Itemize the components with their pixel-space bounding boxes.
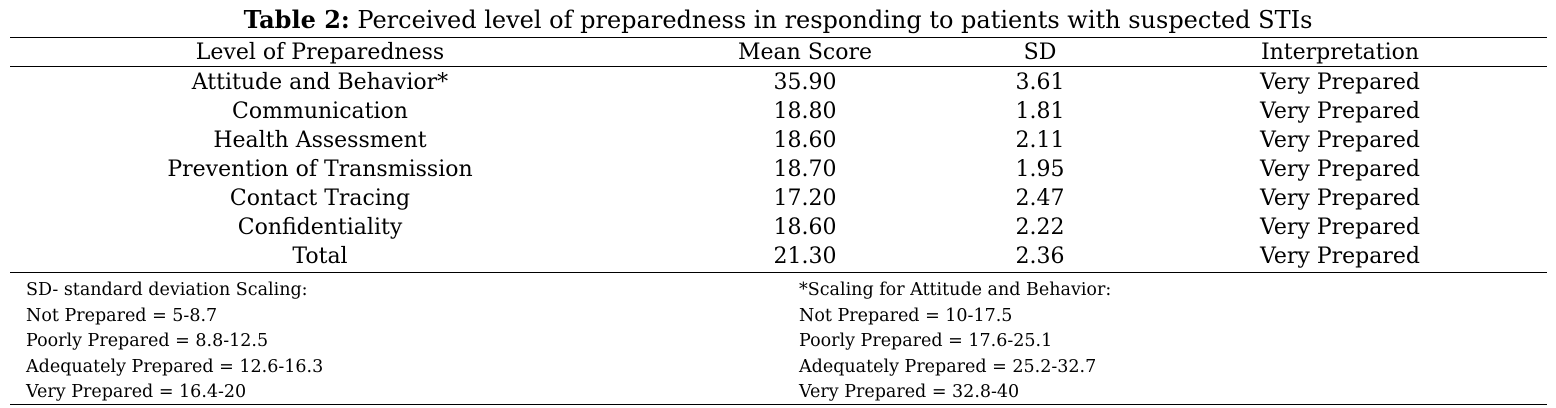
row-label: Total [292,244,348,269]
footnote-line: *Scaling for Attitude and Behavior: [799,280,1112,300]
row-mean-score: 21.30 [773,244,837,269]
row-sd: 2.36 [1015,244,1065,269]
row-sd: 2.22 [1015,215,1065,240]
header-sd: SD [1023,40,1057,65]
header-level-of-preparedness: Level of Preparedness [195,40,445,65]
header-interpretation: Interpretation [1260,40,1420,65]
footnote-line: Not Prepared = 10-17.5 [799,305,1013,326]
top-rule [10,37,1547,38]
header-row: Level of Preparedness Mean Score SD Inte… [10,38,1547,67]
footnote-line: Poorly Prepared = 17.6-25.1 [799,331,1053,351]
row-mean-score: 18.60 [773,128,837,153]
table-caption: Table 2: Perceived level of preparedness… [0,4,1556,36]
row-interpretation: Very Prepared [1260,70,1420,95]
row-label: Contact Tracing [229,186,411,211]
row-sd: 2.47 [1015,186,1065,211]
row-label: Attitude and Behavior* [191,70,449,95]
table-caption-label: Table 2: [243,5,350,34]
final-rule [10,404,1547,405]
row-mean-score: 18.70 [773,157,837,182]
footnote-line: SD- standard deviation Scaling: [26,280,308,300]
row-mean-score: 18.60 [773,215,837,240]
row-mean-score: 35.90 [773,70,837,95]
footnote-line: Poorly Prepared = 8.8-12.5 [26,331,269,351]
table-row: Total 21.30 2.36 Very Prepared [10,242,1547,271]
table-row: Health Assessment 18.60 2.11 Very Prepar… [10,126,1547,155]
row-interpretation: Very Prepared [1260,244,1420,269]
row-label: Health Assessment [213,128,427,153]
row-interpretation: Very Prepared [1260,186,1420,211]
header-rule [10,66,1547,67]
table-row: Communication 18.80 1.81 Very Prepared [10,97,1547,126]
row-mean-score: 18.80 [773,99,837,124]
row-mean-score: 17.20 [773,186,837,211]
footnote-line: Very Prepared = 32.8-40 [799,382,1020,402]
row-interpretation: Very Prepared [1260,128,1420,153]
row-sd: 3.61 [1015,70,1065,95]
row-label: Communication [232,99,408,124]
bottom-rule [10,272,1547,273]
table-row: Prevention of Transmission 18.70 1.95 Ve… [10,155,1547,184]
table-row: Contact Tracing 17.20 2.47 Very Prepared [10,184,1547,213]
footnote-right: *Scaling for Attitude and Behavior: Not … [799,278,1111,406]
footnote-line: Very Prepared = 16.4-20 [26,382,247,402]
row-sd: 2.11 [1015,128,1065,153]
footnote-line: Not Prepared = 5-8.7 [26,305,218,326]
table-row: Confidentiality 18.60 2.22 Very Prepared [10,213,1547,242]
row-interpretation: Very Prepared [1260,157,1420,182]
footnote-line: Adequately Prepared = 12.6-16.3 [26,356,324,377]
row-sd: 1.81 [1015,99,1065,124]
row-label: Prevention of Transmission [167,157,473,182]
row-sd: 1.95 [1015,157,1065,182]
header-mean-score: Mean Score [738,40,872,65]
row-interpretation: Very Prepared [1260,215,1420,240]
footnote-left: SD- standard deviation Scaling: Not Prep… [26,278,323,406]
row-label: Confidentiality [237,215,403,240]
table-caption-text: Perceived level of preparedness in respo… [357,6,1313,34]
footnote-line: Adequately Prepared = 25.2-32.7 [799,356,1097,377]
row-interpretation: Very Prepared [1260,99,1420,124]
table-row: Attitude and Behavior* 35.90 3.61 Very P… [10,68,1547,97]
